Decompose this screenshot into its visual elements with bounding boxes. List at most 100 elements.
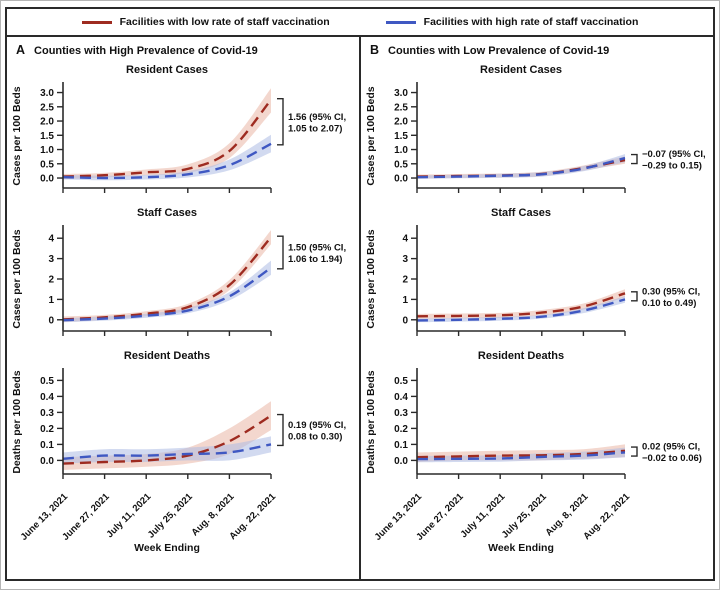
effect-annotation: −0.07 (95% CI, −0.29 to 0.15) bbox=[642, 149, 706, 172]
y-axis-label: Cases per 100 Beds bbox=[365, 229, 377, 328]
trend-line-high-vaccination bbox=[62, 443, 272, 460]
chart-a-staff-cases: Staff Cases 0 1 2 3 4 Cases per 100 Beds 1.50 … bbox=[7, 207, 359, 343]
y-tick-label: 0.4 bbox=[394, 392, 408, 403]
y-tick-label: 0.3 bbox=[40, 408, 54, 419]
y-tick-label: 0.2 bbox=[40, 424, 54, 435]
y-axis-label: Cases per 100 Beds bbox=[11, 86, 23, 185]
y-tick-label: 3.0 bbox=[40, 88, 54, 99]
y-tick-label: 1.5 bbox=[40, 131, 54, 142]
trend-line-high-vaccination bbox=[416, 298, 626, 322]
panel-a-title: Counties with High Prevalence of Covid-1… bbox=[34, 45, 258, 57]
y-tick-label: 4 bbox=[402, 234, 408, 245]
y-tick-label: 3 bbox=[402, 254, 408, 265]
effect-annotation: 1.56 (95% CI, 1.05 to 2.07) bbox=[288, 112, 346, 134]
panel-b-letter: B bbox=[370, 43, 380, 57]
y-tick-label: 2.5 bbox=[40, 102, 54, 113]
trend-line-high-vaccination bbox=[62, 266, 272, 322]
effect-bracket bbox=[631, 291, 638, 302]
y-tick-label: 1 bbox=[48, 295, 54, 306]
chart-title: Staff Cases bbox=[137, 207, 197, 219]
resident-deaths-chart-a: 0.0 0.1 0.2 0.3 0.4 0.5 Deaths per 100 Beds 0.1… bbox=[11, 368, 346, 479]
panel-a-high-prevalence: A Counties with High Prevalence of Covid… bbox=[7, 37, 359, 579]
x-axis-title-a: Week Ending bbox=[134, 542, 200, 554]
y-tick-label: 0.5 bbox=[40, 159, 54, 170]
staff-cases-chart-b: 0 1 2 3 4 Cases per 100 Beds 0.30 (95% CI, 0.10… bbox=[365, 225, 700, 336]
panel-b-low-prevalence: B Counties with Low Prevalence of Covid-… bbox=[359, 37, 713, 579]
y-tick-label: 0.2 bbox=[394, 424, 408, 435]
chart-title: Resident Cases bbox=[126, 64, 208, 76]
figure-frame: Facilities with low rate of staff vaccin… bbox=[5, 7, 715, 581]
panel-b-header: B Counties with Low Prevalence of Covid-… bbox=[361, 37, 713, 57]
chart-title: Staff Cases bbox=[491, 207, 551, 219]
panel-a-header: A Counties with High Prevalence of Covid… bbox=[7, 37, 359, 57]
ci-band-low-vaccination bbox=[63, 230, 271, 323]
trend-line-low-vaccination bbox=[62, 414, 272, 465]
legend-item-high-vaccination: Facilities with high rate of staff vacci… bbox=[385, 16, 639, 28]
ci-band-low-vaccination bbox=[63, 88, 271, 180]
y-tick-label: 1 bbox=[402, 295, 408, 306]
effect-bracket bbox=[631, 446, 638, 457]
panel-b-title: Counties with Low Prevalence of Covid-19 bbox=[388, 45, 610, 57]
trend-line-low-vaccination bbox=[416, 292, 626, 318]
chart-title: Resident Deaths bbox=[477, 350, 565, 362]
x-tick-label: July 25, 2021 bbox=[146, 491, 196, 541]
chart-title: Resident Cases bbox=[480, 64, 562, 76]
effect-bracket bbox=[277, 98, 284, 146]
y-axis-label: Cases per 100 Beds bbox=[11, 229, 23, 328]
legend-label-low-vaccination: Facilities with low rate of staff vaccin… bbox=[119, 16, 330, 28]
y-tick-label: 3 bbox=[48, 254, 54, 265]
y-tick-label: 2 bbox=[48, 275, 54, 286]
effect-bracket bbox=[277, 413, 284, 447]
low-vaccination-line-swatch bbox=[81, 20, 112, 24]
y-tick-label: 1.0 bbox=[394, 145, 408, 156]
trend-line-low-vaccination bbox=[62, 236, 272, 321]
y-axis-label: Deaths per 100 Beds bbox=[365, 370, 377, 473]
y-tick-label: 0.5 bbox=[394, 376, 408, 387]
chart-title: Resident Deaths bbox=[123, 350, 211, 362]
panel-a-letter: A bbox=[16, 43, 26, 57]
x-axis-title-b: Week Ending bbox=[488, 542, 554, 554]
trend-line-low-vaccination bbox=[62, 98, 272, 178]
effect-annotation: 1.50 (95% CI, 1.06 to 1.94) bbox=[288, 242, 346, 265]
y-tick-label: 0.0 bbox=[40, 174, 54, 185]
chart-b-resident-deaths: Resident Deaths 0.0 0.1 0.2 0.3 0.4 0.5 Deaths… bbox=[361, 350, 713, 486]
trend-line-high-vaccination bbox=[416, 156, 626, 179]
y-tick-label: 0.4 bbox=[40, 392, 54, 403]
y-tick-label: 0 bbox=[402, 315, 408, 326]
chart-b-staff-cases: Staff Cases 0 1 2 3 4 Cases per 100 Beds 0.30 … bbox=[361, 207, 713, 343]
panels-container: A Counties with High Prevalence of Covid… bbox=[7, 37, 713, 579]
y-tick-label: 0.0 bbox=[394, 174, 408, 185]
y-tick-label: 0.5 bbox=[394, 159, 408, 170]
resident-cases-chart-b: 0.0 0.5 1.0 1.5 2.0 2.5 3.0 Cases per 100 Beds −… bbox=[365, 82, 706, 193]
y-tick-label: 1.0 bbox=[40, 145, 54, 156]
effect-bracket bbox=[277, 235, 284, 270]
legend-label-high-vaccination: Facilities with high rate of staff vacci… bbox=[423, 16, 639, 28]
effect-annotation: 0.30 (95% CI, 0.10 to 0.49) bbox=[642, 286, 700, 309]
chart-a-resident-cases: Resident Cases 0.0 0.5 1.0 1.5 2.0 2.5 3.0 Case… bbox=[7, 64, 359, 200]
y-tick-label: 0.3 bbox=[394, 408, 408, 419]
y-tick-label: 2 bbox=[402, 275, 408, 286]
trend-line-low-vaccination bbox=[416, 449, 626, 459]
ci-band-high-vaccination bbox=[417, 154, 625, 179]
high-vaccination-line-swatch bbox=[385, 20, 416, 24]
y-tick-label: 0.5 bbox=[40, 376, 54, 387]
y-tick-label: 0.1 bbox=[394, 440, 408, 451]
x-tick-label: July 25, 2021 bbox=[500, 491, 550, 541]
chart-a-resident-deaths: Resident Deaths 0.0 0.1 0.2 0.3 0.4 0.5 Deaths… bbox=[7, 350, 359, 486]
resident-cases-chart-a: 0.0 0.5 1.0 1.5 2.0 2.5 3.0 Cases per 100 Beds 1… bbox=[11, 82, 346, 193]
trend-line-high-vaccination bbox=[416, 451, 626, 461]
y-axis-label: Deaths per 100 Beds bbox=[11, 370, 23, 473]
effect-annotation: 0.02 (95% CI, −0.02 to 0.06) bbox=[642, 442, 702, 465]
y-tick-label: 0 bbox=[48, 315, 54, 326]
y-tick-label: 0.0 bbox=[40, 456, 54, 467]
y-tick-label: 0.1 bbox=[40, 440, 54, 451]
y-tick-label: 2.5 bbox=[394, 102, 408, 113]
y-tick-label: 0.0 bbox=[394, 456, 408, 467]
y-tick-label: 2.0 bbox=[394, 117, 408, 128]
y-tick-label: 3.0 bbox=[394, 88, 408, 99]
y-tick-label: 1.5 bbox=[394, 131, 408, 142]
legend: Facilities with low rate of staff vaccin… bbox=[7, 9, 713, 37]
effect-bracket bbox=[631, 153, 638, 165]
